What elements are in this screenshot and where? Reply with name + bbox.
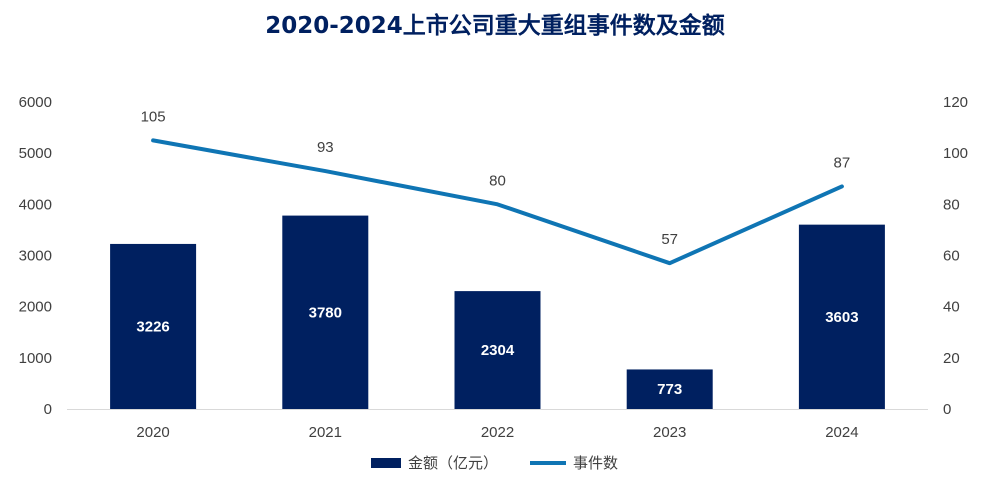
- data-labels: 3226 3780 2304 773 3603 105 93 80 57 87: [136, 108, 858, 398]
- y-right-tick-label: 120: [943, 94, 968, 111]
- y-right-tick-label: 0: [943, 401, 951, 418]
- line-data-label: 57: [661, 231, 678, 248]
- bar-data-label: 773: [657, 381, 682, 398]
- x-tick-label: 2024: [825, 424, 858, 441]
- bar: [626, 369, 713, 409]
- y-right-tick-label: 60: [943, 248, 960, 265]
- bar-data-label: 3226: [136, 318, 169, 335]
- y-right-tick-label: 80: [943, 196, 960, 213]
- x-tick-label: 2023: [653, 424, 686, 441]
- y-right-tick-label: 40: [943, 299, 960, 316]
- y-left-tick-label: 5000: [19, 145, 52, 162]
- legend-label-count: 事件数: [573, 454, 618, 472]
- y-left-tick-label: 3000: [19, 248, 52, 265]
- bar-data-label: 2304: [481, 342, 515, 359]
- line-series: [151, 138, 844, 266]
- bar-data-label: 3780: [309, 304, 342, 321]
- bar: [282, 215, 369, 409]
- bar-series: [110, 215, 885, 409]
- y-left-tick-label: 2000: [19, 299, 52, 316]
- line-data-label: 80: [489, 172, 506, 189]
- x-tick-label: 2022: [481, 424, 514, 441]
- bar: [798, 224, 885, 409]
- legend: 金额（亿元） 事件数: [371, 454, 618, 472]
- line-data-label: 93: [317, 139, 334, 156]
- legend-label-amount: 金额（亿元）: [408, 454, 498, 472]
- axes: 0 1000 2000 3000 4000 5000 6000 0 20 40 60 80 100 120…: [19, 94, 968, 441]
- y-left-tick-label: 1000: [19, 350, 52, 367]
- y-left-tick-label: 4000: [19, 196, 52, 213]
- y-right-tick-label: 20: [943, 350, 960, 367]
- y-left-tick-label: 0: [44, 401, 52, 418]
- bar-data-label: 3603: [825, 309, 858, 326]
- x-tick-label: 2020: [136, 424, 169, 441]
- y-left-tick-label: 6000: [19, 94, 52, 111]
- line-data-label: 87: [834, 154, 851, 171]
- line-path: [151, 138, 844, 266]
- y-right-tick-label: 100: [943, 145, 968, 162]
- x-tick-label: 2021: [309, 424, 342, 441]
- bar: [454, 291, 541, 409]
- line-data-label: 105: [141, 108, 166, 125]
- chart-title: 2020-2024上市公司重大重组事件数及金额: [265, 12, 725, 39]
- bar: [110, 243, 197, 409]
- legend-swatch-amount: [371, 458, 401, 468]
